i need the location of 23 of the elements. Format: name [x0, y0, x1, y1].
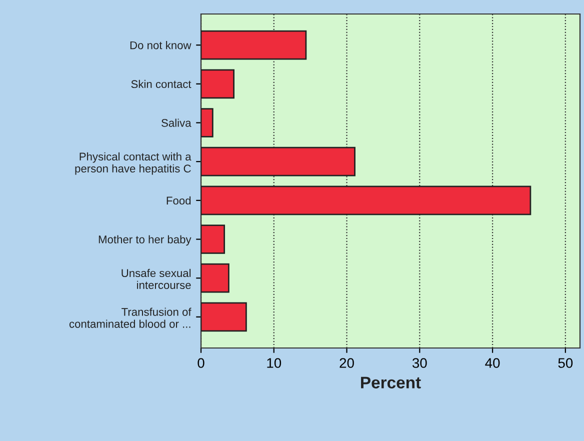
bar — [201, 263, 230, 293]
y-tick-label: Physical contact with a person have hepatitis C — [75, 152, 192, 175]
y-tick-label: Unsafe sexual intercourse — [122, 268, 191, 290]
x-tick-label: 20 — [340, 358, 354, 368]
y-tick-label: Transfusion of contaminated blood or ... — [69, 308, 192, 328]
x-tick-label: 0 — [198, 358, 204, 368]
bar — [201, 302, 247, 332]
x-tick-label: 30 — [412, 358, 427, 368]
bar — [201, 224, 226, 254]
x-tick-label: 40 — [485, 358, 500, 368]
bar — [201, 30, 307, 60]
y-tick-label: Mother to her baby — [98, 235, 192, 246]
x-axis-title: Percent — [361, 376, 421, 388]
y-tick-label: Skin contact — [131, 80, 192, 88]
bar — [201, 146, 356, 176]
x-tick-label: 10 — [267, 358, 282, 368]
y-tick-label: Do not know — [130, 41, 192, 50]
y-tick-label: Food — [166, 196, 191, 205]
bar — [201, 69, 234, 99]
x-tick-label: 50 — [558, 358, 573, 368]
bar — [201, 186, 532, 216]
bar — [201, 108, 214, 138]
y-tick-label: Saliva — [162, 118, 192, 127]
